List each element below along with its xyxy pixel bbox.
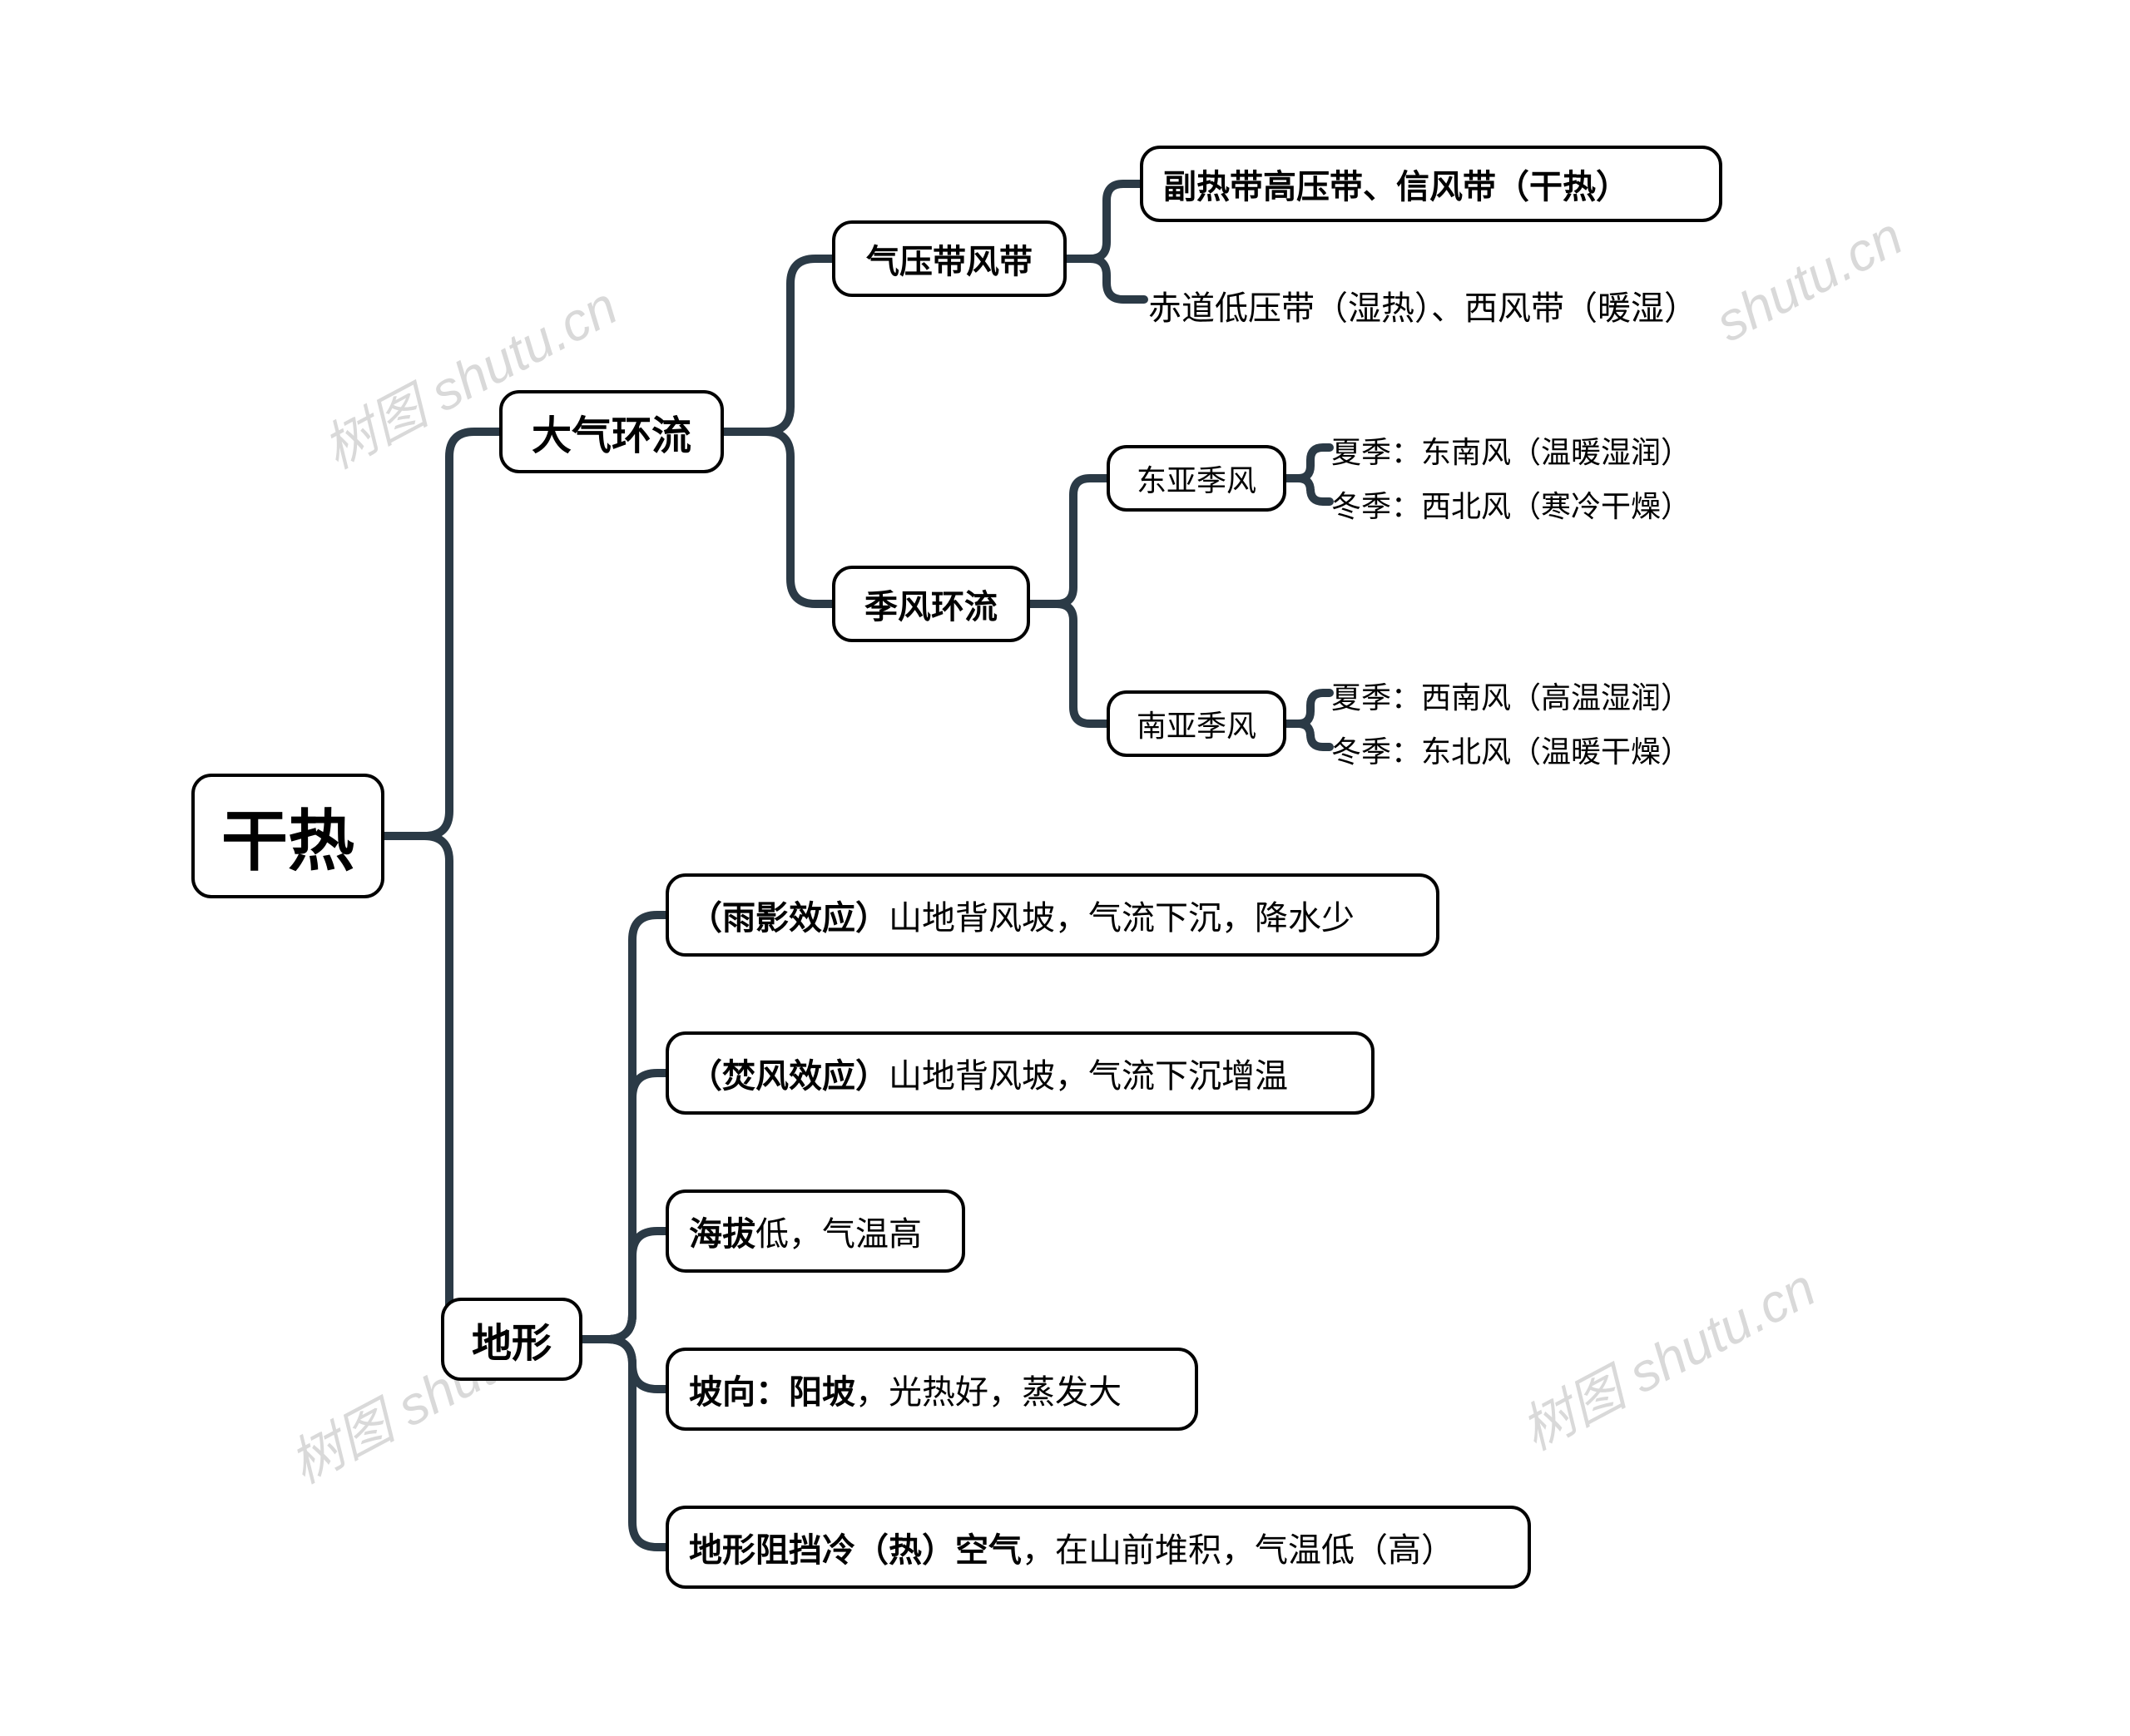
text-east-asia-winter: 冬季：西北风（寒冷干燥） bbox=[1331, 482, 1691, 526]
node-terrain-label: 地形 bbox=[472, 1310, 552, 1368]
node-altitude-plain: 低，气温高 bbox=[755, 1207, 922, 1255]
watermark-2: shutu.cn bbox=[1706, 205, 1912, 354]
text-east-asia-summer-label: 夏季：东南风（温暖湿润） bbox=[1331, 435, 1691, 469]
node-aspect: 坡向：阳坡，光热好，蒸发大 bbox=[666, 1348, 1198, 1431]
node-terrain-block-bold: 地形阻挡冷（热）空气 bbox=[689, 1523, 1022, 1571]
node-rain-shadow: （雨影效应）山地背风坡，气流下沉，降水少 bbox=[666, 873, 1439, 957]
text-east-asia-winter-label: 冬季：西北风（寒冷干燥） bbox=[1331, 489, 1691, 523]
text-equatorial-low-label: 赤道低压带（湿热）、西风带（暖湿） bbox=[1148, 290, 1697, 327]
node-south-asia-monsoon: 南亚季风 bbox=[1107, 690, 1286, 757]
node-altitude-bold: 海拔 bbox=[689, 1207, 755, 1255]
node-pressure-belt: 气压带风带 bbox=[832, 220, 1067, 297]
node-pressure-belt-label: 气压带风带 bbox=[866, 235, 1033, 283]
text-east-asia-summer: 夏季：东南风（温暖湿润） bbox=[1331, 428, 1691, 472]
node-rain-shadow-bold: （雨影效应） bbox=[689, 891, 889, 939]
text-south-asia-summer-label: 夏季：西南风（高温湿润） bbox=[1331, 680, 1691, 715]
node-east-asia-monsoon-label: 东亚季风 bbox=[1137, 457, 1256, 500]
node-subtropical-high-label: 副热带高压带、信风带（干热） bbox=[1163, 160, 1629, 208]
node-subtropical-high: 副热带高压带、信风带（干热） bbox=[1140, 146, 1722, 222]
node-aspect-plain: ，光热好，蒸发大 bbox=[855, 1365, 1122, 1413]
text-equatorial-low: 赤道低压带（湿热）、西风带（暖湿） bbox=[1148, 281, 1697, 329]
node-terrain: 地形 bbox=[441, 1298, 582, 1381]
node-east-asia-monsoon: 东亚季风 bbox=[1107, 445, 1286, 512]
text-south-asia-summer: 夏季：西南风（高温湿润） bbox=[1331, 674, 1691, 717]
node-altitude: 海拔低，气温高 bbox=[666, 1189, 965, 1273]
node-south-asia-monsoon-label: 南亚季风 bbox=[1137, 702, 1256, 745]
node-terrain-block-plain: ，在山前堆积，气温低（高） bbox=[1022, 1523, 1454, 1571]
node-aspect-bold: 坡向：阳坡 bbox=[689, 1365, 855, 1413]
node-atmosphere-label: 大气环流 bbox=[532, 403, 691, 461]
node-terrain-block: 地形阻挡冷（热）空气，在山前堆积，气温低（高） bbox=[666, 1506, 1531, 1589]
watermark-4: 树图 shutu.cn bbox=[1506, 1246, 1827, 1465]
node-foehn-plain: 山地背风坡，气流下沉增温 bbox=[889, 1049, 1288, 1097]
text-south-asia-winter: 冬季：东北风（温暖干燥） bbox=[1331, 728, 1691, 771]
node-atmosphere: 大气环流 bbox=[499, 390, 724, 473]
node-rain-shadow-plain: 山地背风坡，气流下沉，降水少 bbox=[889, 891, 1355, 939]
node-monsoon: 季风环流 bbox=[832, 566, 1030, 642]
root-node: 干热 bbox=[191, 774, 384, 898]
text-south-asia-winter-label: 冬季：东北风（温暖干燥） bbox=[1331, 734, 1691, 769]
node-monsoon-label: 季风环流 bbox=[864, 580, 998, 628]
node-foehn-bold: （焚风效应） bbox=[689, 1049, 889, 1097]
node-foehn: （焚风效应）山地背风坡，气流下沉增温 bbox=[666, 1031, 1375, 1115]
root-label: 干热 bbox=[221, 788, 354, 884]
